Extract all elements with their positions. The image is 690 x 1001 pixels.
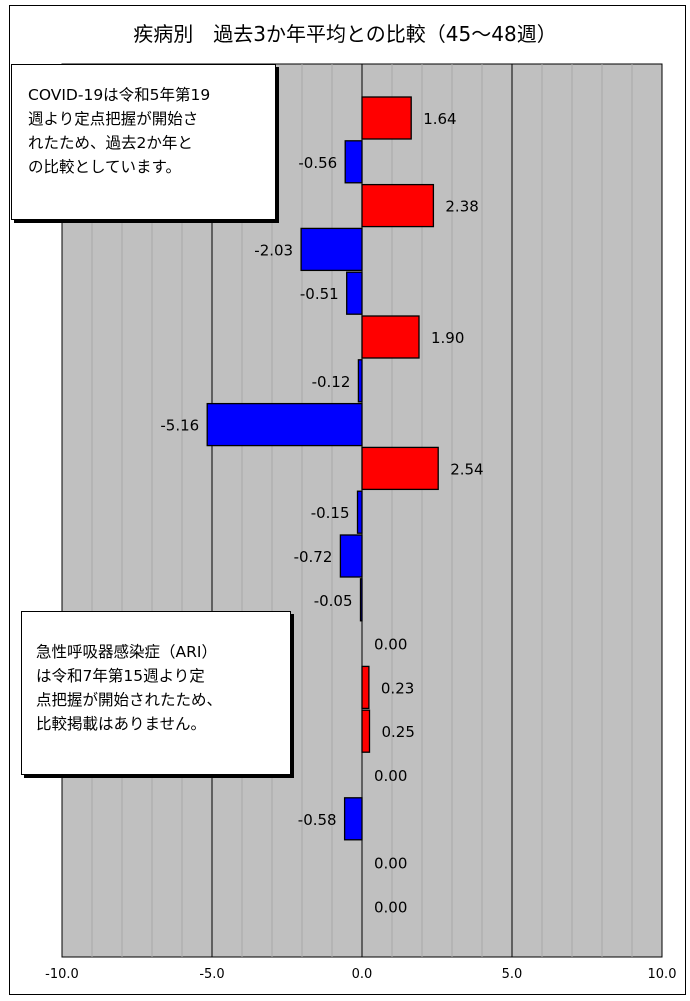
bar-value-label: 1.90	[431, 329, 464, 347]
x-tick-label: 5.0	[502, 967, 523, 982]
bar	[361, 665, 370, 710]
bar	[361, 446, 439, 491]
bar-value-label: 0.00	[374, 855, 407, 873]
bar-value-label: 0.00	[374, 767, 407, 785]
bar	[361, 96, 412, 140]
bar	[346, 271, 363, 315]
chart-title: 疾病別 過去3か年平均との比較（45～48週）	[133, 22, 557, 46]
bar	[343, 797, 363, 841]
bar	[339, 534, 363, 578]
x-tick-label: 10.0	[648, 967, 677, 982]
bar	[361, 183, 435, 228]
bar-value-label: 0.00	[374, 898, 407, 916]
bar-value-label: -0.56	[298, 154, 337, 172]
bar-value-label: -0.05	[314, 592, 353, 610]
bars	[206, 96, 439, 841]
bar	[361, 315, 420, 359]
bar	[206, 402, 363, 447]
bar-value-label: -5.16	[160, 417, 199, 435]
x-axis-ticks: -10.0 -5.0 0.0 5.0 10.0	[45, 967, 676, 982]
bar-value-label: 2.54	[450, 460, 483, 478]
bar-value-label: 0.23	[381, 679, 414, 697]
bar-value-label: -2.03	[254, 241, 293, 259]
bar	[359, 578, 363, 622]
bar-value-label: -0.58	[298, 811, 337, 829]
x-tick-label: -5.0	[199, 967, 224, 982]
bar-value-label: 0.00	[374, 636, 407, 654]
x-tick-label: -10.0	[45, 967, 79, 982]
bar	[344, 140, 363, 184]
bar	[361, 709, 371, 753]
covid-note: COVID-19は令和5年第19 週より定点把握が開始さ れたため、過去2か年と…	[11, 64, 276, 220]
bar-value-label: -0.51	[300, 285, 339, 303]
bar-value-label: -0.15	[311, 504, 350, 522]
bar-value-label: -0.72	[294, 548, 333, 566]
ari-note: 急性呼吸器感染症（ARI） は令和7年第15週より定 点把握が開始されたため、 …	[21, 611, 291, 775]
bar-labels: 1.64 -0.56 2.38 -2.03 -0.51 1.90 -0.12 -5.16 2.5…	[160, 110, 483, 916]
bar-value-label: 1.64	[423, 110, 456, 128]
x-tick-label: 0.0	[352, 967, 373, 982]
bar-value-label: 2.38	[445, 198, 478, 216]
bar-value-label: 0.25	[382, 723, 415, 741]
bar-value-label: -0.12	[312, 373, 351, 391]
bar	[356, 490, 363, 534]
bar	[300, 227, 363, 272]
bar	[357, 359, 363, 403]
